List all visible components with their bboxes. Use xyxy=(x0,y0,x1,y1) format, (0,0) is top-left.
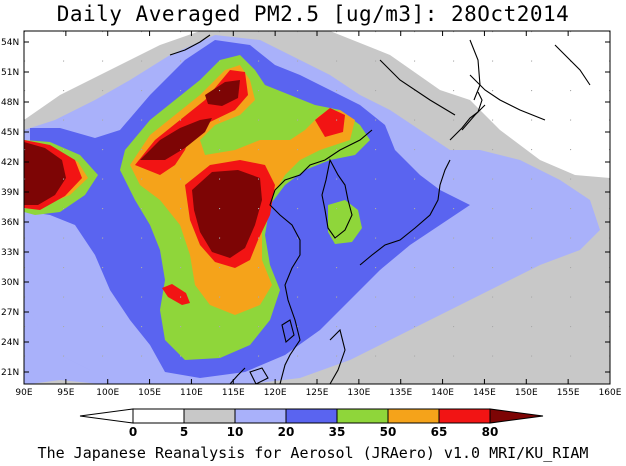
grid-dots xyxy=(24,31,610,384)
legend-arrow-left xyxy=(79,408,134,424)
legend-label: 80 xyxy=(482,425,499,439)
lat-label: 54N xyxy=(1,38,19,48)
lon-label: 140E xyxy=(431,388,454,398)
legend-swatch xyxy=(387,408,440,424)
legend-label: 5 xyxy=(180,425,188,439)
legend-label: 20 xyxy=(278,425,295,439)
lat-label: 39N xyxy=(1,188,19,198)
map-title: Daily Averaged PM2.5 [ug/m3]: 28Oct2014 xyxy=(56,2,570,26)
axis-ticks: 90E 95E 100E 105E 110E 115E 120E 125E 130E 135E 14… xyxy=(1,31,622,398)
lat-label: 30N xyxy=(1,278,19,288)
legend-label: 65 xyxy=(431,425,448,439)
lon-label: 95E xyxy=(57,388,74,398)
lat-label: 48N xyxy=(1,98,19,108)
lon-label: 155E xyxy=(557,388,580,398)
lat-label: 42N xyxy=(1,158,19,168)
legend-label: 0 xyxy=(129,425,137,439)
pm25-field xyxy=(24,31,610,384)
legend-swatch xyxy=(183,408,236,424)
color-legend: 0 5 10 20 35 50 65 80 xyxy=(79,408,544,439)
legend-swatch xyxy=(336,408,389,424)
lat-label: 51N xyxy=(1,68,19,78)
legend-label: 10 xyxy=(227,425,244,439)
legend-label: 35 xyxy=(329,425,346,439)
lon-label: 160E xyxy=(599,388,622,398)
legend-arrow-right xyxy=(489,408,544,424)
lat-label: 24N xyxy=(1,338,19,348)
lon-label: 105E xyxy=(138,388,161,398)
legend-swatch xyxy=(132,408,185,424)
lon-label: 120E xyxy=(264,388,287,398)
lon-label: 115E xyxy=(222,388,245,398)
footer-credit: The Japanese Reanalysis for Aerosol (JRA… xyxy=(37,444,589,462)
coastlines xyxy=(169,34,591,384)
lon-label: 135E xyxy=(389,388,412,398)
lon-label: 145E xyxy=(473,388,496,398)
lat-label: 45N xyxy=(1,128,19,138)
lat-label: 33N xyxy=(1,248,19,258)
lon-label: 110E xyxy=(180,388,203,398)
lon-label: 130E xyxy=(347,388,370,398)
lon-label: 90E xyxy=(15,388,32,398)
legend-swatch xyxy=(438,408,491,424)
lon-label: 100E xyxy=(96,388,119,398)
lat-label: 27N xyxy=(1,308,19,318)
lat-label: 36N xyxy=(1,218,19,228)
legend-swatch xyxy=(285,408,338,424)
legend-label: 50 xyxy=(380,425,397,439)
lon-label: 150E xyxy=(515,388,538,398)
lon-label: 125E xyxy=(306,388,329,398)
lat-label: 21N xyxy=(1,368,19,378)
legend-swatch xyxy=(234,408,287,424)
